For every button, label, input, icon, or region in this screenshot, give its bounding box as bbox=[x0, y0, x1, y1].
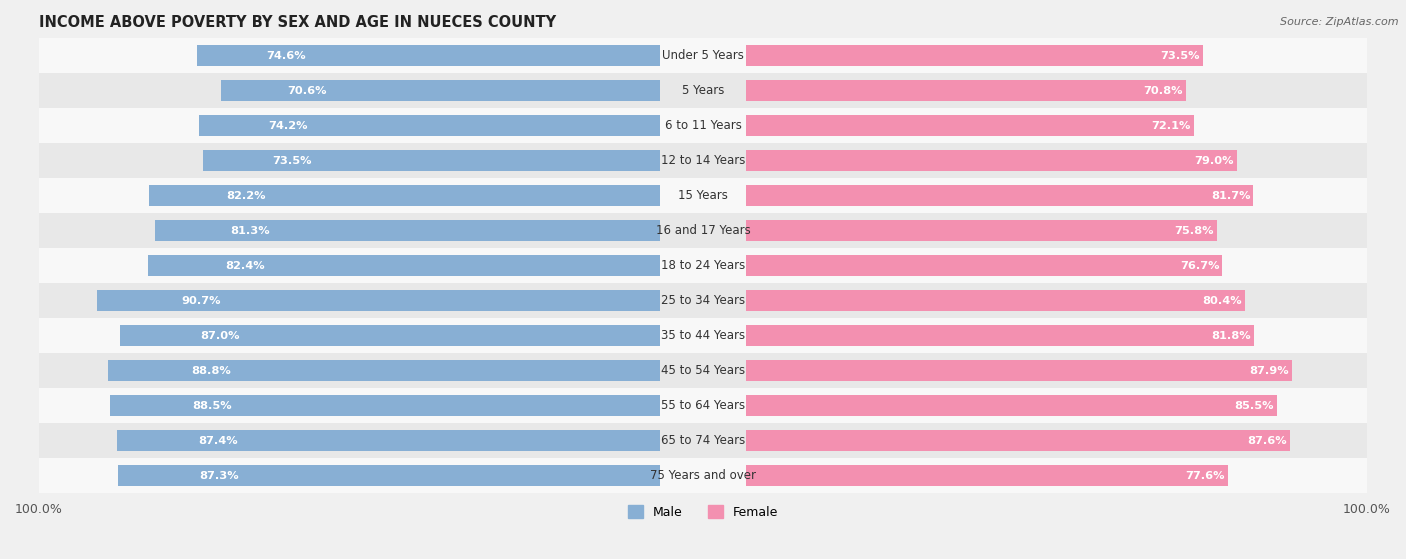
Bar bbox=[120, 325, 659, 347]
Text: 6 to 11 Years: 6 to 11 Years bbox=[665, 119, 741, 132]
Text: 81.8%: 81.8% bbox=[1212, 331, 1251, 341]
Bar bbox=[155, 220, 659, 241]
Text: 90.7%: 90.7% bbox=[181, 296, 221, 306]
Bar bbox=[39, 353, 1367, 389]
Text: 73.5%: 73.5% bbox=[1160, 51, 1199, 60]
Text: 15 Years: 15 Years bbox=[678, 190, 728, 202]
Text: 70.8%: 70.8% bbox=[1143, 86, 1182, 96]
Text: 80.4%: 80.4% bbox=[1202, 296, 1243, 306]
Bar bbox=[39, 283, 1367, 318]
Text: 65 to 74 Years: 65 to 74 Years bbox=[661, 434, 745, 447]
Text: 81.7%: 81.7% bbox=[1211, 191, 1250, 201]
Bar bbox=[197, 45, 659, 66]
Bar bbox=[747, 115, 1194, 136]
Bar bbox=[39, 143, 1367, 178]
Text: 79.0%: 79.0% bbox=[1194, 156, 1233, 165]
Bar bbox=[39, 389, 1367, 423]
Bar bbox=[747, 430, 1291, 452]
Bar bbox=[39, 178, 1367, 213]
Bar bbox=[39, 38, 1367, 73]
Bar bbox=[118, 466, 659, 486]
Text: 81.3%: 81.3% bbox=[231, 226, 270, 236]
Text: 87.4%: 87.4% bbox=[198, 436, 238, 446]
Text: 73.5%: 73.5% bbox=[271, 156, 311, 165]
Bar bbox=[747, 361, 1292, 381]
Bar bbox=[204, 150, 659, 171]
Text: 76.7%: 76.7% bbox=[1180, 261, 1219, 271]
Text: 74.2%: 74.2% bbox=[269, 121, 308, 131]
Text: 12 to 14 Years: 12 to 14 Years bbox=[661, 154, 745, 167]
Text: 18 to 24 Years: 18 to 24 Years bbox=[661, 259, 745, 272]
Text: 87.9%: 87.9% bbox=[1250, 366, 1289, 376]
Bar bbox=[39, 73, 1367, 108]
Text: 75 Years and over: 75 Years and over bbox=[650, 470, 756, 482]
Text: 82.4%: 82.4% bbox=[225, 261, 264, 271]
Bar bbox=[747, 466, 1227, 486]
Bar bbox=[149, 185, 659, 206]
Text: INCOME ABOVE POVERTY BY SEX AND AGE IN NUECES COUNTY: INCOME ABOVE POVERTY BY SEX AND AGE IN N… bbox=[39, 15, 555, 30]
Bar bbox=[747, 45, 1202, 66]
Text: 35 to 44 Years: 35 to 44 Years bbox=[661, 329, 745, 342]
Bar bbox=[39, 108, 1367, 143]
Bar bbox=[148, 255, 659, 276]
Bar bbox=[110, 395, 659, 416]
Bar bbox=[39, 458, 1367, 494]
Text: 85.5%: 85.5% bbox=[1234, 401, 1274, 411]
Text: 82.2%: 82.2% bbox=[226, 191, 266, 201]
Bar bbox=[747, 325, 1254, 347]
Legend: Male, Female: Male, Female bbox=[623, 500, 783, 524]
Bar bbox=[747, 80, 1185, 101]
Text: 88.8%: 88.8% bbox=[191, 366, 231, 376]
Text: 72.1%: 72.1% bbox=[1152, 121, 1191, 131]
Bar bbox=[39, 213, 1367, 248]
Text: 75.8%: 75.8% bbox=[1174, 226, 1213, 236]
Bar bbox=[747, 395, 1277, 416]
Text: 87.3%: 87.3% bbox=[200, 471, 239, 481]
Text: Under 5 Years: Under 5 Years bbox=[662, 49, 744, 62]
Text: 55 to 64 Years: 55 to 64 Years bbox=[661, 399, 745, 413]
Bar bbox=[747, 255, 1222, 276]
Text: 74.6%: 74.6% bbox=[266, 51, 305, 60]
Bar bbox=[39, 248, 1367, 283]
Bar bbox=[117, 430, 659, 452]
Bar bbox=[747, 150, 1237, 171]
Text: 16 and 17 Years: 16 and 17 Years bbox=[655, 224, 751, 237]
Text: 87.0%: 87.0% bbox=[201, 331, 240, 341]
Bar bbox=[108, 361, 659, 381]
Bar bbox=[747, 290, 1246, 311]
Text: 45 to 54 Years: 45 to 54 Years bbox=[661, 364, 745, 377]
Bar bbox=[221, 80, 659, 101]
Text: 25 to 34 Years: 25 to 34 Years bbox=[661, 294, 745, 307]
Bar bbox=[97, 290, 659, 311]
Bar bbox=[747, 220, 1216, 241]
Text: 88.5%: 88.5% bbox=[193, 401, 232, 411]
Bar bbox=[200, 115, 659, 136]
Text: 77.6%: 77.6% bbox=[1185, 471, 1225, 481]
Bar bbox=[747, 185, 1254, 206]
Text: 70.6%: 70.6% bbox=[287, 86, 326, 96]
Bar bbox=[39, 318, 1367, 353]
Text: 5 Years: 5 Years bbox=[682, 84, 724, 97]
Text: 87.6%: 87.6% bbox=[1247, 436, 1286, 446]
Bar bbox=[39, 423, 1367, 458]
Text: Source: ZipAtlas.com: Source: ZipAtlas.com bbox=[1281, 17, 1399, 27]
